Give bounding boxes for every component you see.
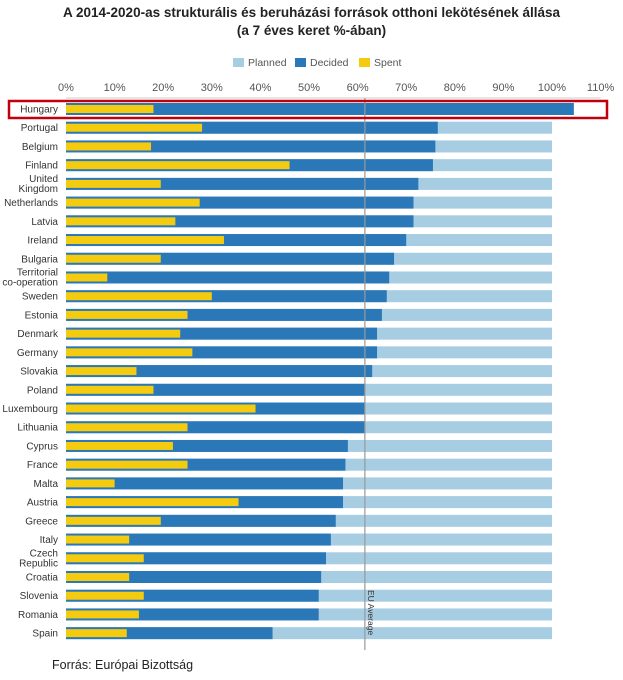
x-tick-label: 10% <box>104 82 126 94</box>
x-tick-label: 90% <box>492 82 514 94</box>
bar-spent <box>66 385 154 394</box>
bar-spent <box>66 423 188 432</box>
category-label: Finland <box>25 161 58 172</box>
category-label: Luxembourg <box>2 404 58 415</box>
chart-subtitle: (a 7 éves keret %-ában) <box>236 23 387 38</box>
bar-chart: Planned Decided Spent 0% 10% 20% 30% 40% 50% 60% 7… <box>2 57 615 650</box>
category-label: Latvia <box>31 217 58 228</box>
category-label: Poland <box>27 385 58 396</box>
source-note: Forrás: Európai Bizottság <box>52 658 194 672</box>
category-label: Cyprus <box>26 441 58 452</box>
category-label: Belgium <box>22 142 58 153</box>
bar-spent <box>66 460 188 469</box>
x-tick-label: 0% <box>58 82 74 94</box>
bar-spent <box>66 179 161 188</box>
bar-decided <box>66 140 436 153</box>
bar-spent <box>66 292 212 301</box>
bar-spent <box>66 554 144 563</box>
bar-spent <box>66 516 161 525</box>
bar-spent <box>66 441 173 450</box>
category-label: Territorial co-operation <box>2 267 58 288</box>
bar-spent <box>66 498 239 507</box>
category-label: United Kingdom <box>19 174 58 195</box>
category-label: Malta <box>34 479 59 490</box>
x-tick-label: 50% <box>298 82 320 94</box>
x-tick-label: 70% <box>395 82 417 94</box>
bar-spent <box>66 123 203 132</box>
highlight-box <box>7 99 609 120</box>
category-label: Slovenia <box>20 591 59 602</box>
bar-spent <box>66 535 130 544</box>
bar-spent <box>66 629 127 638</box>
category-label: Portugal <box>21 123 58 134</box>
bar-decided <box>66 103 574 115</box>
category-label: Germany <box>17 348 58 359</box>
category-label: Croatia <box>26 573 59 584</box>
bar-spent <box>66 161 290 170</box>
legend-swatch-spent <box>359 58 370 67</box>
category-label: Estonia <box>25 310 59 321</box>
legend-label-spent: Spent <box>374 57 402 69</box>
x-tick-label: 30% <box>201 82 223 94</box>
bar-spent <box>66 236 224 245</box>
x-tick-label: 100% <box>538 82 566 94</box>
category-label: Greece <box>25 516 58 527</box>
category-label: Italy <box>40 535 58 546</box>
bar-spent <box>66 254 161 263</box>
legend-label-planned: Planned <box>248 57 287 69</box>
category-label: Spain <box>32 629 58 640</box>
x-tick-label: 20% <box>152 82 174 94</box>
bar-decided <box>66 365 373 378</box>
bar-spent <box>66 573 130 581</box>
category-label: Denmark <box>17 329 59 340</box>
chart-title: A 2014-2020-as strukturális és beruházás… <box>63 5 560 20</box>
category-label: Lithuania <box>17 423 58 434</box>
x-tick-label: 110% <box>587 82 615 94</box>
legend-swatch-decided <box>295 58 306 67</box>
x-tick-label: 40% <box>249 82 271 94</box>
legend-label-decided: Decided <box>310 57 349 69</box>
category-label: France <box>27 460 59 471</box>
bar-spent <box>66 479 115 488</box>
eu-average-label: EU Average <box>366 590 376 635</box>
bar-spent <box>66 610 139 619</box>
bar-decided <box>66 571 322 583</box>
bar-spent <box>66 367 137 376</box>
bar-spent <box>66 217 176 226</box>
bar-spent <box>66 273 108 282</box>
category-label: Czech Republic <box>19 548 58 569</box>
bar-spent <box>66 198 200 207</box>
bar-spent <box>66 591 144 600</box>
category-label: Austria <box>27 498 59 509</box>
x-tick-label: 60% <box>347 82 369 94</box>
bar-decided <box>66 533 331 546</box>
category-label: Hungary <box>20 105 58 116</box>
x-tick-label: 80% <box>444 82 466 94</box>
category-label: Ireland <box>27 236 58 247</box>
bar-spent <box>66 404 256 413</box>
chart-title-block: A 2014-2020-as strukturális és beruházás… <box>0 4 623 40</box>
bar-spent <box>66 329 181 338</box>
bar-spent <box>66 310 188 319</box>
category-label: Netherlands <box>4 198 58 209</box>
category-label: Romania <box>18 610 58 621</box>
bar-spent <box>66 142 152 151</box>
category-label: Sweden <box>22 292 58 303</box>
legend-swatch-planned <box>233 58 244 67</box>
bar-spent <box>66 348 193 357</box>
bar-spent <box>66 105 154 113</box>
category-label: Slovakia <box>20 367 58 378</box>
bar-decided <box>66 477 344 490</box>
bar-decided <box>66 271 390 284</box>
category-label: Bulgaria <box>21 254 58 265</box>
